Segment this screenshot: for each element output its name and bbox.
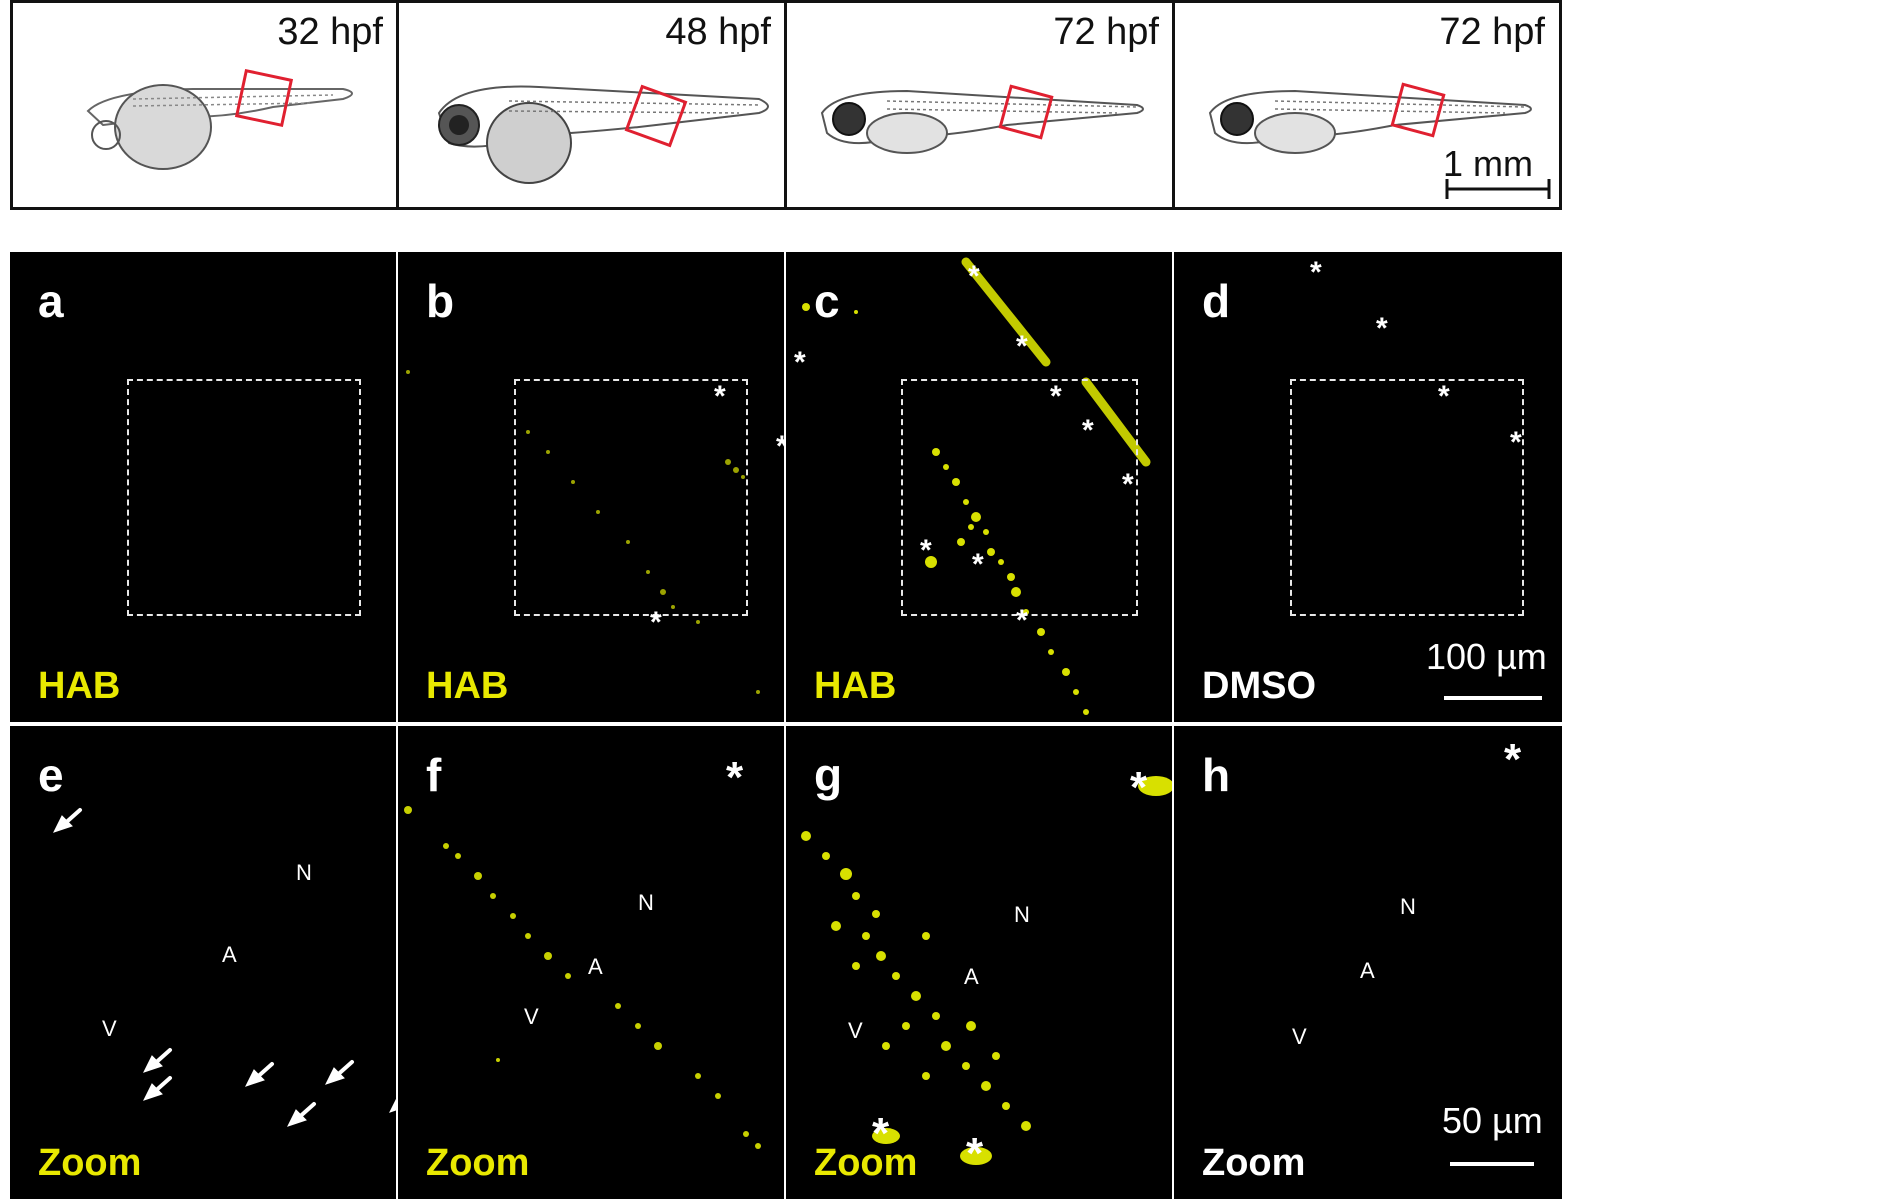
autofluorescence-asterisk: * [968,260,980,293]
panel-letter: a [38,275,64,327]
label-a: A [222,942,237,967]
label-v: V [848,1018,863,1043]
stage-label: 48 hpf [665,11,771,53]
arrows [53,808,396,1127]
embryo-drawing [820,84,1144,154]
fluorescence-signal [406,370,760,694]
fluorescence-signal [801,776,1172,1165]
roi-box [624,84,688,148]
embryo-drawing [437,84,769,184]
label-v: V [102,1016,117,1041]
stage-label: 32 hpf [277,11,383,53]
arrow-icon [245,1062,274,1087]
embryo-drawing [1208,82,1551,199]
autofluorescence-asterisk: * [776,432,784,462]
roi-box [1390,82,1446,138]
autofluorescence-asterisk: * [650,606,662,639]
panel-letter: g [814,749,843,801]
arrow-icon [389,1098,396,1113]
panel-a: a HAB [10,252,396,722]
condition-label: HAB [38,665,121,707]
label-n: N [296,860,312,885]
scale-bar [1450,1162,1534,1166]
stage-label: 72 hpf [1053,11,1159,53]
autofluorescence-asterisk: * [872,1109,890,1158]
panel-b: b * * * HAB [398,252,784,722]
arrow-icon [143,1076,172,1101]
autofluorescence-asterisk: * [1504,735,1522,784]
label-a: A [588,954,603,979]
autofluorescence-asterisk: * [794,346,806,379]
condition-label: Zoom [814,1142,918,1184]
condition-label: HAB [426,665,509,707]
arrow-icon [325,1060,354,1085]
autofluorescence-asterisk: * [714,380,726,413]
panel-letter: f [426,749,442,801]
fluorescence-signal [404,806,761,1149]
condition-label: HAB [814,665,897,707]
autofluorescence-asterisk: * [1310,256,1322,289]
autofluorescence-asterisk: * [966,1129,984,1178]
label-a: A [964,964,979,989]
panel-letter: e [38,749,64,801]
condition-label: Zoom [426,1142,530,1184]
embryo-panel-32hpf: 32 hpf [10,0,400,210]
embryo-panel-72hpf: 72 hpf [784,0,1176,210]
fluorescence-signal [802,257,1151,715]
embryo-drawing [86,68,353,170]
panel-letter: h [1202,749,1231,801]
zoom-region-box [1290,379,1524,616]
autofluorescence-asterisk: * [1376,312,1388,345]
label-v: V [524,1004,539,1029]
panel-c: c * * * * * * * * * HAB [786,252,1172,722]
arrow-icon [53,808,82,833]
label-v: V [1292,1024,1307,1049]
autofluorescence-asterisk: * [726,753,744,802]
scale-bar [1444,696,1542,700]
arrow-icon [287,1102,316,1127]
autofluorescence-asterisk: * [1130,763,1148,812]
panel-e: e N A V Zoom [10,726,396,1199]
panel-d: d * * * * 100 µm DMSO [1174,252,1562,722]
arrow-icon [143,1048,172,1073]
scale-label: 1 mm [1443,143,1533,184]
autofluorescence-asterisk: * [1510,426,1522,459]
autofluorescence-asterisk: * [1122,468,1134,501]
panel-letter: b [426,275,455,327]
autofluorescence-asterisk: * [1016,604,1028,637]
autofluorescence-asterisk: * [1438,380,1450,413]
panel-h: h * N A V 50 µm Zoom [1174,726,1562,1199]
panel-f: f * N A V Zoom [398,726,784,1199]
label-n: N [1014,902,1030,927]
stage-label: 72 hpf [1439,11,1545,53]
condition-label: Zoom [38,1142,142,1184]
embryo-panel-72hpf-b: 72 hpf 1 mm [1172,0,1562,210]
roi-box [234,68,294,128]
autofluorescence-asterisk: * [1016,330,1028,363]
condition-label: DMSO [1202,665,1316,707]
zoom-region-box [901,379,1138,616]
panel-letter: c [814,275,840,327]
autofluorescence-asterisk: * [972,548,984,581]
label-a: A [1360,958,1375,983]
scale-label: 100 µm [1426,636,1547,677]
scale-label: 50 µm [1442,1100,1543,1141]
roi-box [998,84,1054,140]
autofluorescence-asterisk: * [1082,414,1094,447]
label-n: N [638,890,654,915]
zoom-region-box [514,379,748,616]
condition-label: Zoom [1202,1142,1306,1184]
panel-letter: d [1202,275,1231,327]
autofluorescence-asterisk: * [920,534,932,567]
embryo-panel-48hpf: 48 hpf [396,0,788,210]
autofluorescence-asterisk: * [1050,380,1062,413]
label-n: N [1400,894,1416,919]
panel-g: g * * * N A V Zoom [786,726,1172,1199]
zoom-region-box [127,379,361,616]
